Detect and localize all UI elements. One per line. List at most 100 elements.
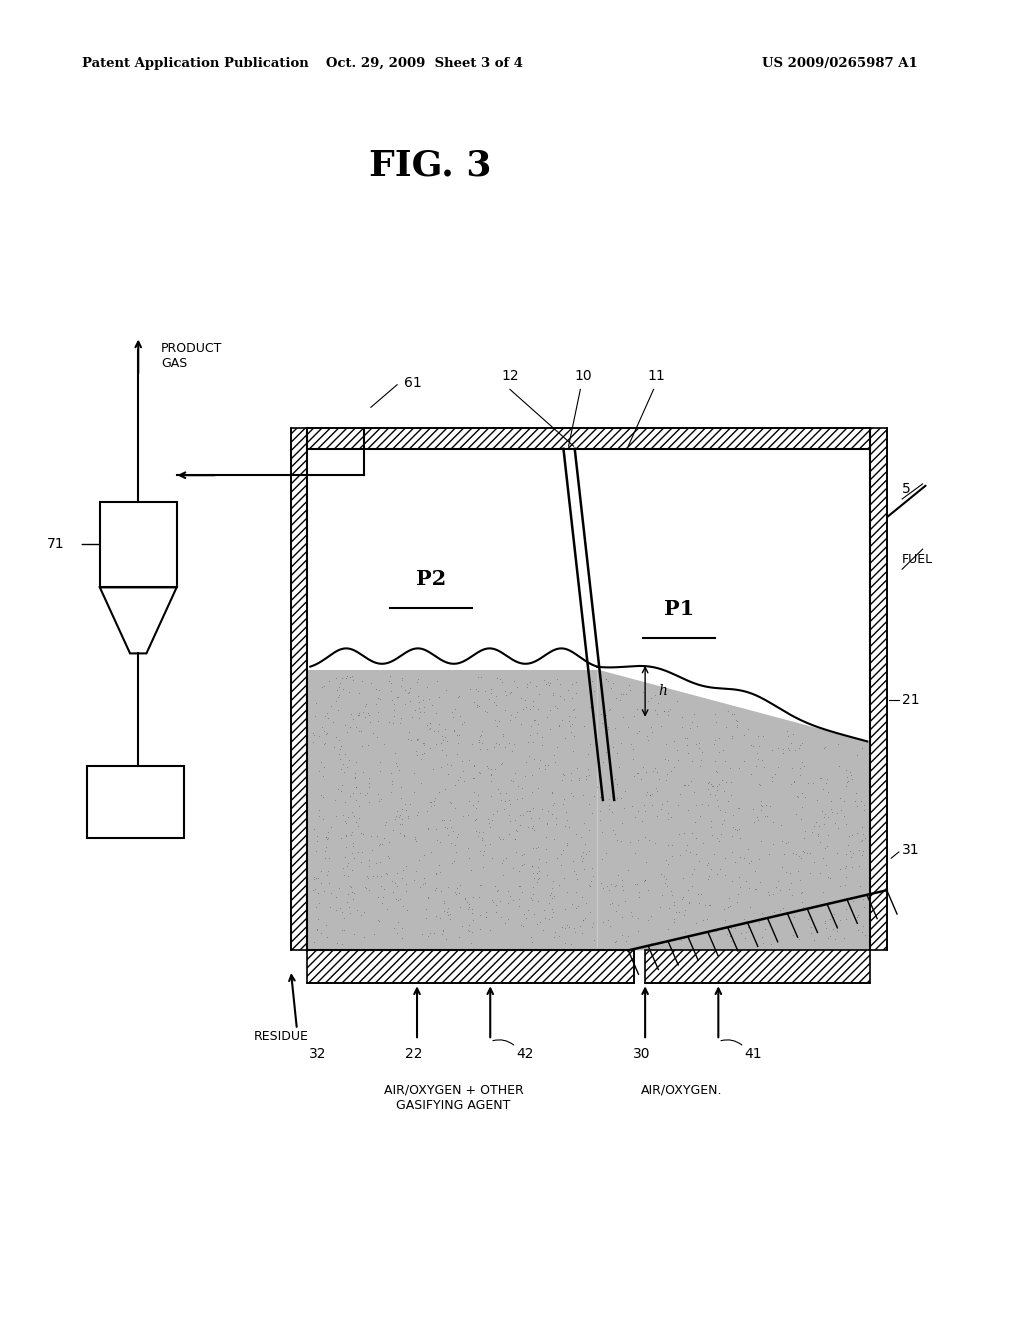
Point xyxy=(534,726,550,747)
Point xyxy=(315,756,332,777)
Point xyxy=(811,816,827,837)
Point xyxy=(329,933,345,954)
Point xyxy=(703,810,720,832)
Point xyxy=(524,690,541,711)
Bar xyxy=(307,428,870,449)
Point xyxy=(723,931,739,952)
Point xyxy=(669,739,685,760)
Point xyxy=(391,760,408,781)
Point xyxy=(731,867,748,888)
Point xyxy=(431,686,447,708)
Point xyxy=(819,928,836,949)
Point xyxy=(553,854,569,875)
Point xyxy=(845,890,861,911)
Point xyxy=(711,742,727,763)
Point xyxy=(631,882,647,903)
Point xyxy=(470,791,486,812)
Point xyxy=(517,689,534,710)
Point xyxy=(455,805,471,826)
Point xyxy=(351,702,368,723)
Point xyxy=(592,800,608,821)
Point xyxy=(358,783,375,804)
Point xyxy=(328,668,344,689)
Point xyxy=(417,697,433,718)
Point xyxy=(575,858,592,879)
Point xyxy=(426,795,442,816)
Text: 32: 32 xyxy=(308,1047,327,1061)
Point xyxy=(341,681,357,702)
Point xyxy=(396,825,413,846)
Point xyxy=(393,668,410,689)
Point xyxy=(794,733,810,754)
Point xyxy=(460,898,476,919)
Point xyxy=(790,899,806,920)
Point xyxy=(698,854,715,875)
Point xyxy=(555,763,571,784)
Point xyxy=(742,734,759,755)
Point xyxy=(739,718,756,739)
Text: 12: 12 xyxy=(501,370,519,383)
Point xyxy=(556,764,572,785)
Point xyxy=(777,862,794,883)
Point xyxy=(354,671,371,692)
Point xyxy=(471,821,487,842)
Point xyxy=(316,733,333,754)
Point xyxy=(707,784,723,805)
Point xyxy=(523,888,540,909)
Point xyxy=(339,722,355,743)
Point xyxy=(482,682,499,704)
Point xyxy=(383,781,399,803)
Point xyxy=(810,826,826,847)
Point xyxy=(349,842,366,863)
Point xyxy=(612,689,629,710)
Point xyxy=(409,729,425,750)
Point xyxy=(381,847,397,869)
Point xyxy=(819,824,836,845)
Point xyxy=(304,879,321,900)
Point xyxy=(677,727,693,748)
Point xyxy=(711,774,727,795)
Point xyxy=(319,821,336,842)
Point xyxy=(658,734,675,755)
Point xyxy=(573,851,590,873)
Point xyxy=(526,710,543,731)
Point xyxy=(792,764,808,785)
Point xyxy=(578,766,594,787)
Point xyxy=(416,701,432,722)
Point xyxy=(442,816,459,837)
Point xyxy=(831,909,848,931)
Point xyxy=(647,700,664,721)
Point xyxy=(700,772,717,793)
Point xyxy=(753,795,769,816)
Point xyxy=(549,698,565,719)
Point xyxy=(817,854,834,875)
Point xyxy=(574,909,591,931)
Point xyxy=(548,813,564,834)
Point xyxy=(748,755,764,776)
Point xyxy=(598,719,614,741)
Point xyxy=(772,879,788,900)
Point xyxy=(796,842,812,863)
Point xyxy=(700,869,717,890)
Point xyxy=(686,704,702,725)
Point xyxy=(755,932,771,953)
Point xyxy=(511,861,527,882)
Point xyxy=(474,857,490,878)
Point xyxy=(609,787,626,808)
Point xyxy=(595,878,611,899)
Point xyxy=(812,863,828,884)
Point xyxy=(442,903,459,924)
Point xyxy=(445,721,462,742)
Point xyxy=(402,729,419,750)
Point xyxy=(751,849,767,870)
Point xyxy=(539,826,555,847)
Point xyxy=(850,904,866,925)
Point xyxy=(438,902,455,923)
Point xyxy=(507,706,523,727)
Point xyxy=(437,817,454,838)
Point xyxy=(377,814,393,836)
Point xyxy=(348,777,365,799)
Point xyxy=(397,873,414,894)
Point xyxy=(347,776,364,797)
Point xyxy=(328,690,344,711)
